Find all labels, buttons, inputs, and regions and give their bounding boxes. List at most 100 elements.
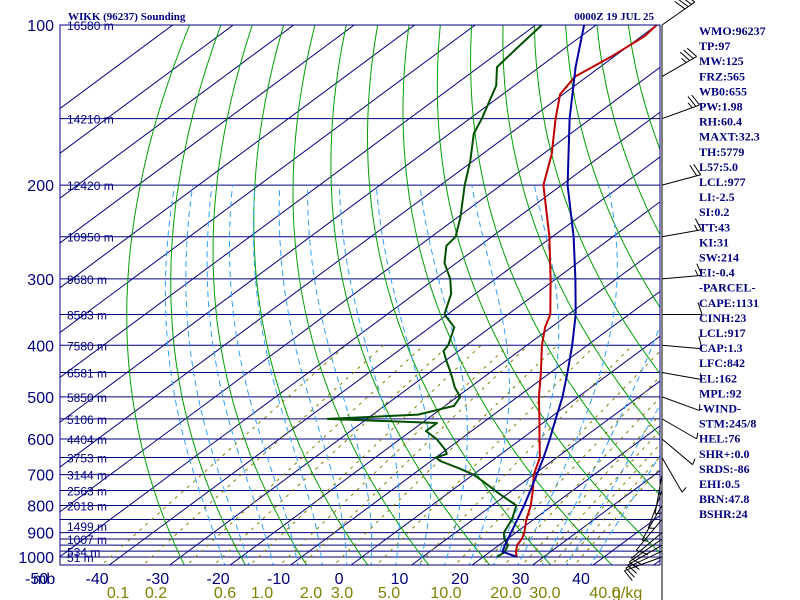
index-label: SHR+:0.0: [699, 447, 750, 461]
temperature-tick: 0: [335, 571, 344, 588]
wind-barb-flag: [625, 567, 635, 578]
index-label: -PARCEL-: [699, 281, 755, 295]
mixing-ratio-line: [537, 429, 660, 565]
mixing-ratio-line: [417, 344, 633, 565]
moist-adiabat: [307, 185, 373, 565]
mixing-ratio-tick: 0.1: [107, 585, 129, 600]
wind-barb: [628, 538, 663, 570]
mixing-ratio-tick: 1.0: [251, 585, 273, 600]
height-label: 2018 m: [67, 499, 107, 513]
dry-adiabat: [292, 25, 430, 565]
wind-barb-flag: [684, 0, 692, 5]
wind-barb-staff: [647, 490, 663, 529]
height-label: 8563 m: [67, 308, 107, 322]
pressure-tick: 600: [27, 432, 54, 449]
dry-adiabat: [436, 25, 660, 554]
index-label: RH:60.4: [699, 115, 742, 129]
pressure-tick: 200: [27, 178, 54, 195]
dry-adiabat: [402, 25, 613, 565]
isotherm-line: [531, 470, 660, 565]
wind-barb-staff: [661, 438, 693, 466]
wind-barb-staff: [661, 104, 700, 120]
wind-barb-flag: [691, 94, 700, 106]
index-label: TP:97: [699, 39, 730, 53]
temperature-tick: -20: [206, 571, 229, 588]
height-label: 7580 m: [67, 339, 107, 353]
height-label: 14210 m: [67, 113, 114, 127]
height-label: 1007 m: [67, 533, 107, 547]
isotherm-line: [60, 25, 476, 334]
moist-adiabat: [185, 185, 250, 565]
index-label: MPL:92: [699, 386, 742, 400]
wind-barb-flag: [636, 549, 649, 556]
wind-barb-flag: [697, 302, 703, 315]
dry-adiabat: [126, 25, 191, 565]
wind-barb-flag: [627, 564, 638, 574]
wind-barb-staff: [661, 1, 696, 26]
wind-barb-staff: [661, 418, 697, 440]
isotherm-line: [108, 156, 660, 565]
moist-adiabat: [338, 185, 401, 565]
mixing-ratio-line: [550, 443, 660, 565]
wind-barb-half-flag: [654, 512, 662, 515]
mixing-ratio-line: [573, 467, 660, 565]
mixing-ratio-tick: 40.0: [589, 585, 620, 600]
index-label: CINH:23: [699, 311, 746, 325]
wind-barb: [661, 396, 701, 412]
wind-barbs: [624, 0, 703, 600]
wind-barb-staff: [628, 538, 663, 563]
height-label: 5106 m: [67, 413, 107, 427]
moist-adiabat: [517, 184, 618, 565]
wind-barb-staff: [661, 396, 700, 412]
wind-barb-flag: [691, 0, 696, 3]
isotherm-line: [60, 25, 355, 244]
temperature-tick: -50: [25, 571, 48, 588]
isotherm-line: [229, 246, 660, 565]
wind-barb-half-flag: [687, 102, 693, 109]
wind-barb-staff: [631, 532, 663, 559]
index-label: LI:-2.5: [699, 190, 735, 204]
wind-barb-flag: [689, 164, 698, 177]
height-label: 2563 m: [67, 485, 107, 499]
pressure-tick: 900: [27, 526, 54, 543]
index-label: TH:5779: [699, 145, 744, 159]
index-label: LCL:977: [699, 175, 746, 189]
height-label: 10950 m: [67, 231, 114, 245]
chart-title: WIKK (96237) Sounding: [68, 11, 186, 23]
index-label: SI:0.2: [699, 205, 729, 219]
mixing-ratio-tick: 3.0: [331, 585, 353, 600]
wind-barb-half-flag: [694, 269, 699, 276]
wind-barb: [661, 47, 697, 77]
wind-barb-staff: [654, 474, 663, 515]
wind-barb-staff: [625, 550, 663, 569]
wind-barb: [631, 532, 663, 566]
pressure-tick: 1000: [18, 550, 54, 567]
index-label: MAXT:32.3: [699, 130, 760, 144]
index-label: EL:162: [699, 371, 737, 385]
wind-barb-flag: [679, 51, 691, 61]
isotherm-line: [60, 25, 234, 154]
wind-barb-flag: [683, 49, 694, 59]
moist-adiabat: [492, 184, 560, 565]
mixing-ratio-tick: 30.0: [529, 585, 560, 600]
isotherm-line: [60, 25, 294, 199]
mixing-ratio-line: [454, 350, 660, 565]
moist-adiabat: [252, 185, 323, 565]
height-label: 6581 m: [67, 367, 107, 381]
index-label: WMO:96237: [699, 24, 766, 38]
height-label: 3144 m: [67, 469, 107, 483]
wind-barb-flag: [686, 47, 697, 57]
moist-adiabat: [164, 185, 226, 565]
mixing-ratio-tick: 2.0: [300, 585, 322, 600]
mixing-ratio-tick: 10.0: [430, 585, 461, 600]
index-label: EHI:0.5: [699, 477, 740, 491]
mixing-ratio-line: [301, 344, 529, 565]
temperature-tick: 40: [572, 571, 590, 588]
wind-barb-staff: [661, 344, 702, 350]
pressure-tick: 800: [27, 498, 54, 515]
index-label: EI:-0.4: [699, 266, 735, 280]
index-label: KI:31: [699, 235, 729, 249]
